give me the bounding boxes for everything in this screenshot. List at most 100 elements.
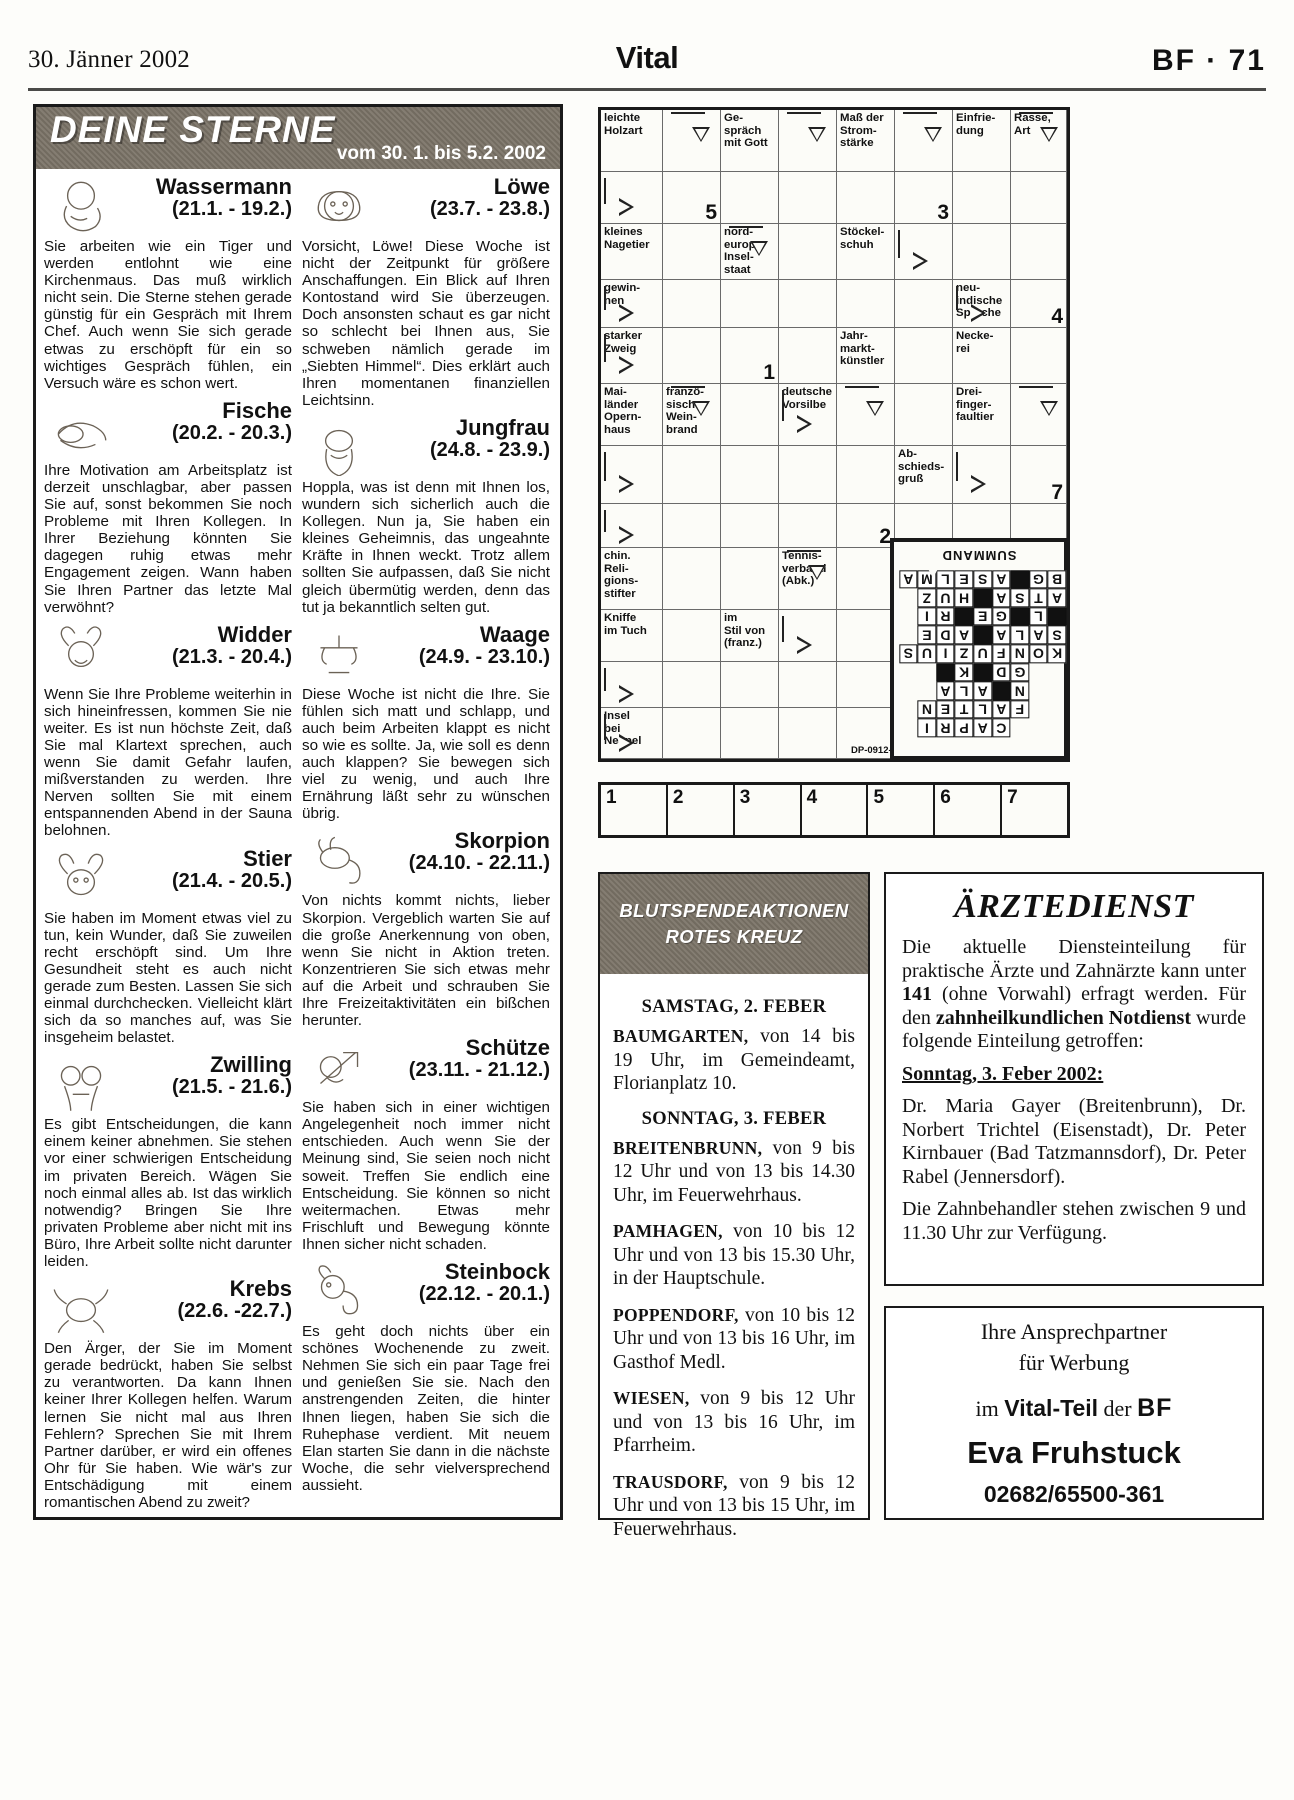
sign-dates: (23.7. - 23.8.) <box>429 198 550 220</box>
crossword-cell[interactable] <box>779 172 837 224</box>
solution-cell: G <box>1010 662 1030 682</box>
solution-cell: I <box>917 718 937 738</box>
crossword-cell[interactable]: 7 <box>1011 446 1067 504</box>
crossword-cell[interactable] <box>837 662 895 708</box>
crossword-cell[interactable]: Stöckel-schuh <box>837 224 895 280</box>
zodiac-sign-wassermann: Wassermann (21.1. - 19.2.) Sie arbeiten wi… <box>44 175 292 392</box>
crossword-cell[interactable] <box>663 110 721 172</box>
answer-strip-cell[interactable]: 3 <box>735 785 802 835</box>
crossword-puzzle[interactable]: leichte Holzart Ge-spräch mit Gott Maß der S… <box>598 107 1070 762</box>
crossword-cell[interactable] <box>895 280 953 328</box>
crossword-cell[interactable] <box>721 708 779 759</box>
crossword-cell[interactable] <box>837 610 895 662</box>
crossword-cell[interactable]: Jahr-markt-künstler <box>837 328 895 384</box>
answer-strip-cell[interactable]: 4 <box>802 785 869 835</box>
crossword-cell[interactable] <box>721 446 779 504</box>
crossword-cell[interactable]: deutsche Vorsilbe <box>779 384 837 446</box>
crossword-cell[interactable]: nord-europ. Insel-staat <box>721 224 779 280</box>
crossword-cell[interactable]: starker Zweig <box>601 328 663 384</box>
crossword-cell[interactable] <box>663 280 721 328</box>
solution-cell: K <box>1047 644 1067 663</box>
crossword-cell[interactable] <box>663 328 721 384</box>
crossword-cell[interactable] <box>663 610 721 662</box>
crossword-cell[interactable] <box>1011 172 1067 224</box>
answer-strip-cell[interactable]: 5 <box>868 785 936 835</box>
solution-cell: F <box>991 644 1011 663</box>
crossword-cell[interactable] <box>721 548 779 610</box>
crossword-cell[interactable] <box>721 662 779 708</box>
crossword-cell[interactable] <box>895 328 953 384</box>
solution-cell: L <box>954 681 974 701</box>
crossword-cell[interactable]: kleines Nagetier <box>601 224 663 280</box>
crossword-cell[interactable]: Ab-schieds-gruß <box>895 446 953 504</box>
crossword-cell[interactable]: Tennis-verband (Abk.) <box>779 548 837 610</box>
crossword-cell[interactable] <box>895 384 953 446</box>
crossword-cell[interactable] <box>663 504 721 548</box>
crossword-cell[interactable]: im Stil von (franz.) <box>721 610 779 662</box>
crossword-cell[interactable] <box>779 708 837 759</box>
crossword-cell[interactable] <box>601 446 663 504</box>
crossword-cell[interactable]: chin. Reli-gions-stifter <box>601 548 663 610</box>
crossword-cell[interactable] <box>779 328 837 384</box>
answer-strip[interactable]: 1 2 3 4 5 6 7 <box>598 782 1070 838</box>
crossword-grid[interactable]: leichte Holzart Ge-spräch mit Gott Maß der S… <box>601 110 1067 759</box>
crossword-cell[interactable]: 4 <box>1011 280 1067 328</box>
crossword-cell[interactable]: Einfrie-dung <box>953 110 1011 172</box>
crossword-cell[interactable] <box>953 172 1011 224</box>
crossword-cell[interactable]: Necke-rei <box>953 328 1011 384</box>
crossword-cell[interactable] <box>837 280 895 328</box>
crossword-cell[interactable] <box>1011 224 1067 280</box>
crossword-cell[interactable] <box>779 280 837 328</box>
crossword-cell[interactable] <box>601 504 663 548</box>
crossword-cell[interactable]: 2 <box>837 504 895 548</box>
sign-dates: (24.10. - 22.11.) <box>408 852 550 875</box>
crossword-cell[interactable] <box>837 548 895 610</box>
crossword-cell[interactable] <box>953 224 1011 280</box>
crossword-cell[interactable]: Insel bei Neapel <box>601 708 663 759</box>
crossword-cell[interactable]: Kniffe im Tuch <box>601 610 663 662</box>
crossword-cell[interactable] <box>779 224 837 280</box>
crossword-cell[interactable]: 5 <box>663 172 721 224</box>
crossword-cell[interactable] <box>721 504 779 548</box>
crossword-cell[interactable]: Ge-spräch mit Gott <box>721 110 779 172</box>
crossword-cell[interactable] <box>721 384 779 446</box>
crossword-cell[interactable] <box>779 446 837 504</box>
sign-name-block: Steinbock (22.12. - 20.1.) <box>376 1260 550 1305</box>
crossword-cell[interactable]: gewin-nen <box>601 280 663 328</box>
crossword-cell[interactable] <box>779 662 837 708</box>
crossword-cell[interactable]: leichte Holzart <box>601 110 663 172</box>
crossword-cell[interactable]: Mai-länder Opern-haus <box>601 384 663 446</box>
crossword-cell[interactable] <box>953 446 1011 504</box>
crossword-cell[interactable] <box>1011 328 1067 384</box>
crossword-cell[interactable]: franzö-sischer Wein-brand <box>663 384 721 446</box>
crossword-cell[interactable] <box>663 662 721 708</box>
crossword-cell[interactable] <box>837 172 895 224</box>
crossword-cell[interactable] <box>1011 384 1067 446</box>
crossword-cell[interactable]: Maß der Strom-stärke <box>837 110 895 172</box>
crossword-cell[interactable] <box>601 172 663 224</box>
crossword-cell[interactable]: 3 <box>895 172 953 224</box>
crossword-cell[interactable] <box>779 610 837 662</box>
answer-strip-cell[interactable]: 2 <box>668 785 735 835</box>
crossword-cell[interactable] <box>601 662 663 708</box>
crossword-cell[interactable] <box>837 384 895 446</box>
crossword-cell[interactable] <box>663 446 721 504</box>
answer-strip-cell[interactable]: 7 <box>1002 785 1067 835</box>
crossword-cell[interactable]: Rasse, Art <box>1011 110 1067 172</box>
crossword-cell[interactable] <box>837 446 895 504</box>
horoscope-column-left: Wassermann (21.1. - 19.2.) Sie arbeiten wi… <box>44 175 292 1518</box>
answer-strip-cell[interactable]: 6 <box>935 785 1003 835</box>
crossword-cell[interactable] <box>663 708 721 759</box>
crossword-cell[interactable] <box>779 110 837 172</box>
crossword-cell[interactable] <box>721 172 779 224</box>
crossword-cell[interactable] <box>895 224 953 280</box>
crossword-cell[interactable] <box>721 280 779 328</box>
answer-strip-cell[interactable]: 1 <box>601 785 668 835</box>
crossword-cell[interactable] <box>663 548 721 610</box>
crossword-cell[interactable]: 1 <box>721 328 779 384</box>
crossword-cell[interactable]: neu-indische Sprache <box>953 280 1011 328</box>
crossword-cell[interactable] <box>895 110 953 172</box>
crossword-cell[interactable]: Drei-finger-faultier <box>953 384 1011 446</box>
crossword-cell[interactable] <box>779 504 837 548</box>
crossword-cell[interactable] <box>663 224 721 280</box>
